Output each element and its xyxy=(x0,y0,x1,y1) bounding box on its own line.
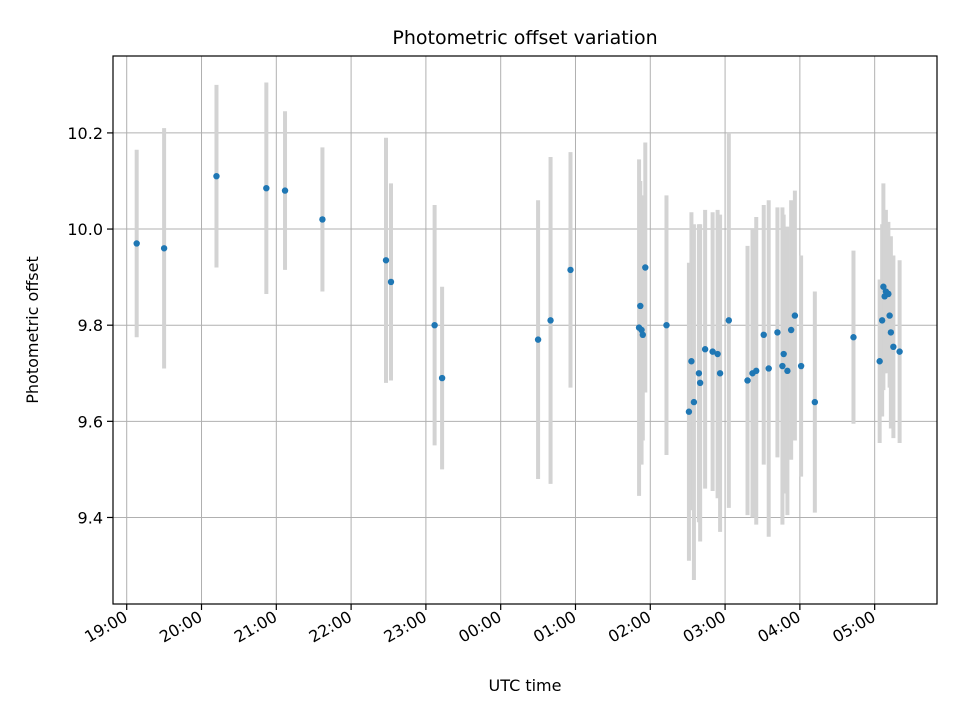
data-point xyxy=(547,317,554,324)
y-tick-label: 9.8 xyxy=(78,316,103,335)
x-axis-label: UTC time xyxy=(489,676,562,695)
data-point xyxy=(431,321,438,329)
data-point xyxy=(213,172,220,180)
data-point xyxy=(160,245,168,252)
data-point xyxy=(637,302,644,310)
data-point xyxy=(774,329,781,336)
data-point xyxy=(701,346,709,353)
data-point xyxy=(263,184,270,192)
data-point xyxy=(688,358,695,365)
data-point xyxy=(765,365,772,372)
data-point xyxy=(744,377,751,384)
data-point xyxy=(880,283,887,290)
data-point xyxy=(876,358,883,365)
data-point xyxy=(760,331,767,339)
data-point xyxy=(690,398,698,406)
point-layer xyxy=(133,172,903,415)
y-tick-label: 10.2 xyxy=(67,124,103,143)
data-point xyxy=(725,317,733,324)
data-point xyxy=(714,350,721,358)
data-point xyxy=(382,257,390,264)
data-point xyxy=(779,362,786,370)
data-point xyxy=(567,266,574,274)
data-point xyxy=(890,343,897,351)
data-point xyxy=(387,278,395,286)
data-point xyxy=(784,367,791,375)
y-tick-label: 10.0 xyxy=(67,220,103,239)
data-point xyxy=(685,408,693,415)
chart-title: Photometric offset variation xyxy=(392,27,657,49)
data-point xyxy=(534,336,542,343)
data-point xyxy=(878,317,886,324)
data-point xyxy=(438,374,446,382)
data-point xyxy=(319,216,326,223)
y-axis-label: Photometric offset xyxy=(23,256,42,404)
data-point xyxy=(896,348,903,355)
data-point xyxy=(716,370,724,377)
data-point xyxy=(886,312,893,319)
data-point xyxy=(811,398,819,406)
y-tick-label: 9.4 xyxy=(78,508,103,527)
plot-frame xyxy=(112,55,938,605)
data-point xyxy=(696,379,704,387)
data-point xyxy=(787,326,795,334)
data-point xyxy=(797,362,805,370)
data-point xyxy=(850,334,857,341)
y-tick-label: 9.6 xyxy=(78,412,103,431)
data-point xyxy=(639,331,647,339)
data-point xyxy=(709,348,716,355)
data-point xyxy=(638,326,645,334)
data-point xyxy=(791,312,799,319)
data-point xyxy=(663,321,670,329)
data-point xyxy=(887,329,895,336)
data-point xyxy=(780,350,787,358)
data-point xyxy=(695,370,703,377)
data-point xyxy=(133,240,140,247)
data-point xyxy=(281,187,289,194)
data-point xyxy=(642,264,649,271)
data-point xyxy=(753,367,760,375)
data-point xyxy=(885,290,892,298)
